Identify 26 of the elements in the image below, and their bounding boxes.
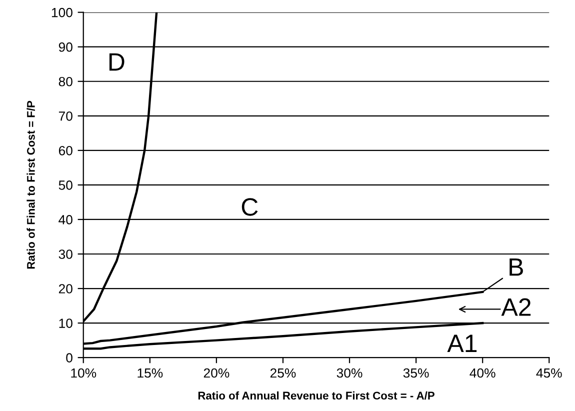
- y-tick-label: 10: [59, 318, 72, 328]
- x-tick-label: 30%: [336, 368, 362, 378]
- y-tick-label: 50: [58, 180, 72, 190]
- y-axis-title: Ratio of Final to First Cost = F/P: [26, 100, 35, 269]
- annotation: D: [109, 53, 124, 71]
- x-tick-label: 20%: [204, 368, 230, 378]
- y-tick-label: 70: [58, 111, 72, 121]
- x-tick-label: 45%: [536, 368, 562, 378]
- x-tick-label: 35%: [403, 368, 429, 378]
- x-tick-label: 40%: [470, 368, 496, 378]
- y-tick-label: 20: [58, 284, 72, 294]
- annotation: A2: [501, 298, 531, 316]
- y-tick-label: 0: [66, 353, 72, 362]
- y-tick-label: 80: [58, 76, 72, 86]
- x-axis-title: Ratio of Annual Revenue to First Cost = - A/P: [198, 391, 434, 400]
- x-tick-label: 25%: [270, 368, 296, 378]
- x-tick-label: 15%: [138, 368, 163, 378]
- x-tick-label: 10%: [71, 368, 96, 378]
- y-tick-label: 60: [58, 146, 72, 156]
- y-tick-label: 90: [58, 42, 72, 52]
- annotation: C: [242, 198, 258, 216]
- annotation: A1: [447, 334, 477, 352]
- y-tick-label: 30: [58, 250, 72, 259]
- annotation: B: [510, 258, 523, 276]
- y-tick-label: 40: [58, 215, 72, 224]
- y-tick-label: 100: [52, 8, 72, 18]
